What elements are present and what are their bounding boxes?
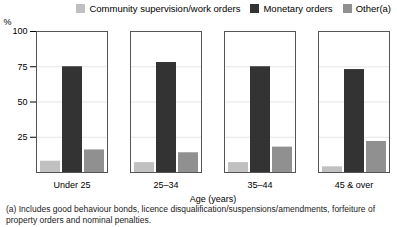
- html-text:Monetary orders: Monetary orders: [263, 3, 333, 14]
- svg-text:35–44: 35–44: [247, 180, 272, 190]
- svg-text:50: 50: [17, 97, 27, 107]
- svg-text:25: 25: [17, 132, 27, 142]
- html-text:Other(a): Other(a): [355, 3, 391, 14]
- svg-text:%: %: [4, 17, 12, 27]
- svg-text:75: 75: [17, 62, 27, 72]
- svg-text:Under 25: Under 25: [53, 180, 90, 190]
- html-text:Community supervision/work ord: Community supervision/work orders: [89, 3, 241, 14]
- svg-text:25–34: 25–34: [153, 180, 178, 190]
- svg-text:45 & over: 45 & over: [335, 180, 374, 190]
- html-text:(a) Includes good behaviour bo: (a) Includes good behaviour bonds, licen…: [6, 204, 375, 225]
- svg-text:100: 100: [12, 26, 27, 36]
- svg-text:Age (years): Age (years): [190, 194, 237, 204]
